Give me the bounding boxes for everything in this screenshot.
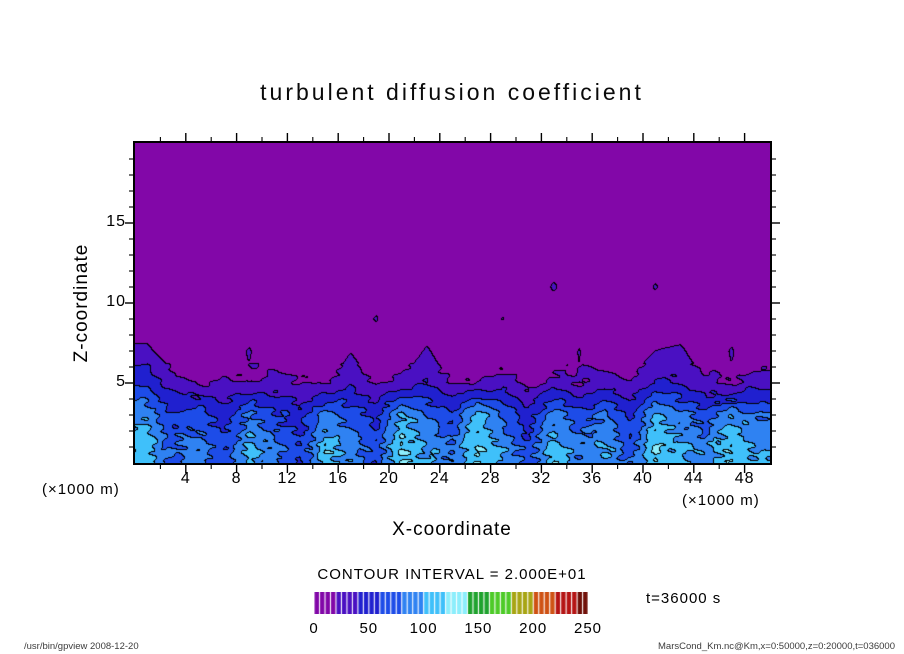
x-tick-label: 40 xyxy=(633,470,653,487)
colorbar-tick-label: 0 xyxy=(309,620,319,637)
x-tick-label: 4 xyxy=(180,470,191,487)
y-axis-unit: (×1000 m) xyxy=(42,481,120,498)
colorbar-tick-label: 150 xyxy=(464,620,493,637)
x-tick-label: 48 xyxy=(734,470,755,487)
y-tick-label: 10 xyxy=(106,293,126,310)
colorbar xyxy=(314,592,588,614)
x-tick-label: 32 xyxy=(531,470,552,487)
colorbar-tick-label: 100 xyxy=(409,620,438,637)
footer-command: /usr/bin/gpview 2008-12-20 xyxy=(24,641,139,652)
heatmap-plot xyxy=(135,143,770,463)
contour-interval-label: CONTOUR INTERVAL = 2.000E+01 xyxy=(317,566,587,583)
x-tick-label: 44 xyxy=(683,470,704,487)
footer-file-info: MarsCond_Km.nc@Km,x=0:50000,z=0:20000,t=… xyxy=(658,641,896,652)
x-tick-label: 12 xyxy=(277,470,298,487)
x-axis-label: X-coordinate xyxy=(392,519,512,540)
x-tick-label: 24 xyxy=(429,470,450,487)
colorbar-tick-label: 200 xyxy=(519,620,548,637)
x-tick-label: 8 xyxy=(231,470,242,487)
colorbar-tick-label: 250 xyxy=(573,620,603,637)
x-tick-label: 36 xyxy=(582,470,603,487)
x-tick-label: 16 xyxy=(328,470,349,487)
x-axis-unit: (×1000 m) xyxy=(682,492,760,509)
chart-title: turbulent diffusion coefficient xyxy=(260,79,644,105)
y-tick-label: 15 xyxy=(106,213,126,230)
time-annotation: t=36000 s xyxy=(646,590,722,607)
y-tick-label: 5 xyxy=(116,373,126,390)
x-tick-label: 20 xyxy=(379,470,399,487)
x-tick-label: 28 xyxy=(480,470,501,487)
colorbar-tick-label: 50 xyxy=(359,620,379,637)
y-axis-label: Z-coordinate xyxy=(71,243,92,363)
